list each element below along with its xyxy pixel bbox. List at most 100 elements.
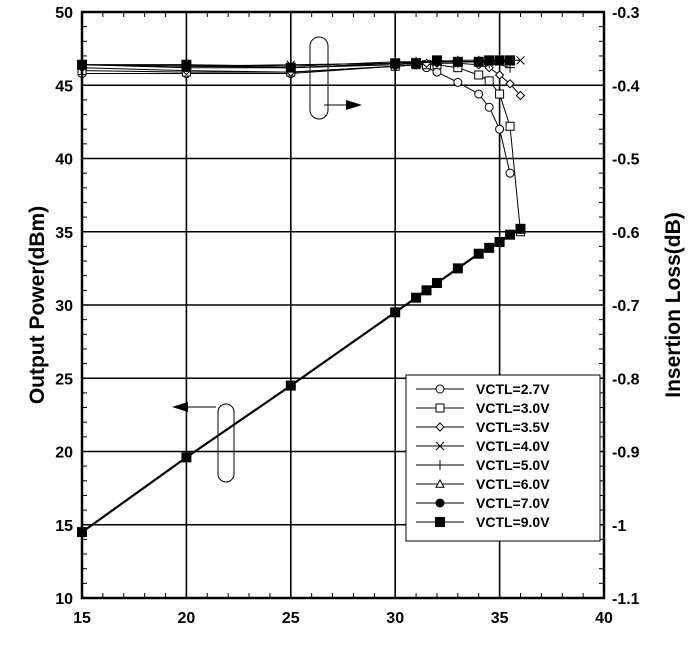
x-tick-label: 25 [282, 610, 300, 627]
legend-marker [435, 403, 445, 413]
legend-item: VCTL=3.0V [416, 400, 550, 416]
data-point-shape [484, 102, 494, 112]
output-power-point [421, 285, 432, 296]
data-point [494, 70, 505, 80]
output-power-point-shape [515, 223, 526, 234]
y-left-tick-label: 50 [55, 5, 73, 22]
data-point-shape [494, 55, 505, 66]
legend-label: VCTL=7.0V [476, 495, 550, 511]
output-power-point-shape [505, 229, 516, 240]
data-point-shape [505, 168, 515, 178]
right-arrow-head-icon [346, 100, 362, 110]
output-power-point-shape [181, 452, 192, 463]
legend-marker [435, 460, 445, 470]
data-point-shape [516, 55, 525, 65]
legend-label: VCTL=9.0V [476, 514, 550, 530]
y-left-tick-label: 40 [55, 152, 73, 169]
output-power-point [411, 292, 422, 303]
legend-item: VCTL=2.7V [416, 381, 550, 397]
data-point [495, 124, 505, 134]
data-point-shape [494, 70, 505, 80]
x-tick-label: 40 [595, 610, 613, 627]
legend: VCTL=2.7V VCTL=3.0V VCTL=3.5V VCTL=4.0V VCTL… [405, 374, 601, 542]
data-point-shape [515, 90, 526, 101]
legend-label: VCTL=3.0V [476, 400, 550, 416]
legend-marker-shape [435, 384, 445, 394]
y-right-tick-label: -0.4 [612, 78, 640, 95]
gridlines [82, 12, 604, 598]
y-left-tick-label: 10 [55, 591, 73, 608]
legend-marker-shape [435, 403, 445, 413]
legend-item: VCTL=9.0V [416, 514, 550, 530]
plot-frame [80, 10, 606, 600]
output-power-point-shape [421, 285, 432, 296]
data-point [484, 102, 494, 112]
output-power-point [484, 242, 495, 253]
data-point-shape [390, 58, 401, 69]
data-point [390, 58, 401, 69]
data-point [431, 55, 442, 66]
legend-marker [435, 441, 445, 451]
series-vctl-9-0v [77, 55, 516, 73]
output-power-point-shape [473, 248, 484, 259]
data-point [484, 76, 494, 86]
x-tick-label: 30 [386, 610, 404, 627]
y-left-tick-label: 35 [55, 225, 73, 242]
data-point-shape [411, 58, 422, 69]
x-tick-label: 15 [73, 610, 91, 627]
data-point-shape [181, 59, 192, 70]
data-point-shape [495, 124, 505, 134]
legend-label: VCTL=5.0V [476, 457, 550, 473]
left-axis-ellipse [217, 403, 235, 483]
data-point [516, 55, 525, 65]
legend-label: VCTL=2.7V [476, 381, 550, 397]
legend-marker-shape [435, 441, 445, 451]
output-power-point [390, 307, 401, 318]
y-right-tick-label: -0.7 [612, 298, 640, 315]
data-point [505, 79, 515, 89]
y-right-tick-label: -0.6 [612, 225, 640, 242]
data-point-shape [474, 70, 484, 80]
y-left-tick-label: 45 [55, 78, 73, 95]
data-point [473, 56, 484, 67]
y-left-tick-label: 20 [55, 445, 73, 462]
output-power-point [515, 223, 526, 234]
data-point-shape [484, 76, 494, 86]
output-power-point-shape [494, 237, 505, 248]
data-point [495, 89, 505, 99]
data-point [474, 70, 484, 80]
output-power-point-shape [411, 292, 422, 303]
legend-item: VCTL=4.0V [416, 438, 550, 454]
data-point [474, 89, 484, 99]
legend-marker [435, 498, 445, 508]
data-point-shape [505, 121, 515, 131]
output-power-point-shape [484, 242, 495, 253]
y-left-tick-label: 30 [55, 298, 73, 315]
legend-marker-shape [435, 517, 445, 527]
left-arrow-head-icon [172, 402, 188, 412]
output-power-point-shape [452, 263, 463, 274]
data-point [515, 90, 526, 101]
data-point-shape [505, 79, 515, 89]
data-point [285, 62, 296, 73]
legend-marker-shape [435, 422, 445, 432]
y-right-tick-label: -0.8 [612, 371, 640, 388]
legend-marker [435, 422, 445, 432]
y-right-tick-label: -1.1 [612, 591, 640, 608]
output-power-point [285, 380, 296, 391]
output-power-point [431, 278, 442, 289]
output-power-point [452, 263, 463, 274]
legend-marker-shape [435, 498, 445, 508]
legend-label: VCTL=4.0V [476, 438, 550, 454]
legend-marker-shape [435, 478, 445, 488]
data-point [494, 55, 505, 66]
legend-marker [435, 384, 445, 394]
data-point-shape [473, 56, 484, 67]
data-point [411, 58, 422, 69]
legend-marker-shape [435, 460, 445, 470]
tick-labels: 15 20 25 30 35 40101520253035404550-1.1-1-0.9… [55, 5, 639, 627]
y-right-tick-label: -1 [612, 518, 626, 535]
legend-item: VCTL=3.5V [416, 419, 550, 435]
